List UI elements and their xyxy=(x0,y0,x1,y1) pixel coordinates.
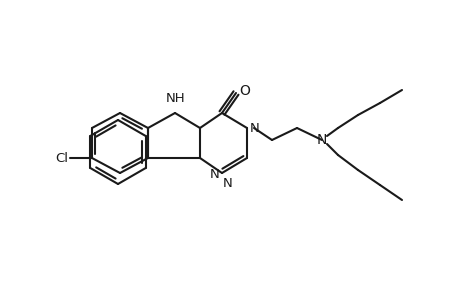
Text: N: N xyxy=(249,122,259,136)
Text: N: N xyxy=(222,177,232,190)
Text: N: N xyxy=(316,133,326,147)
Text: N: N xyxy=(210,167,219,181)
Text: O: O xyxy=(239,84,249,98)
Text: NH: NH xyxy=(166,92,185,105)
Text: Cl: Cl xyxy=(55,152,68,164)
